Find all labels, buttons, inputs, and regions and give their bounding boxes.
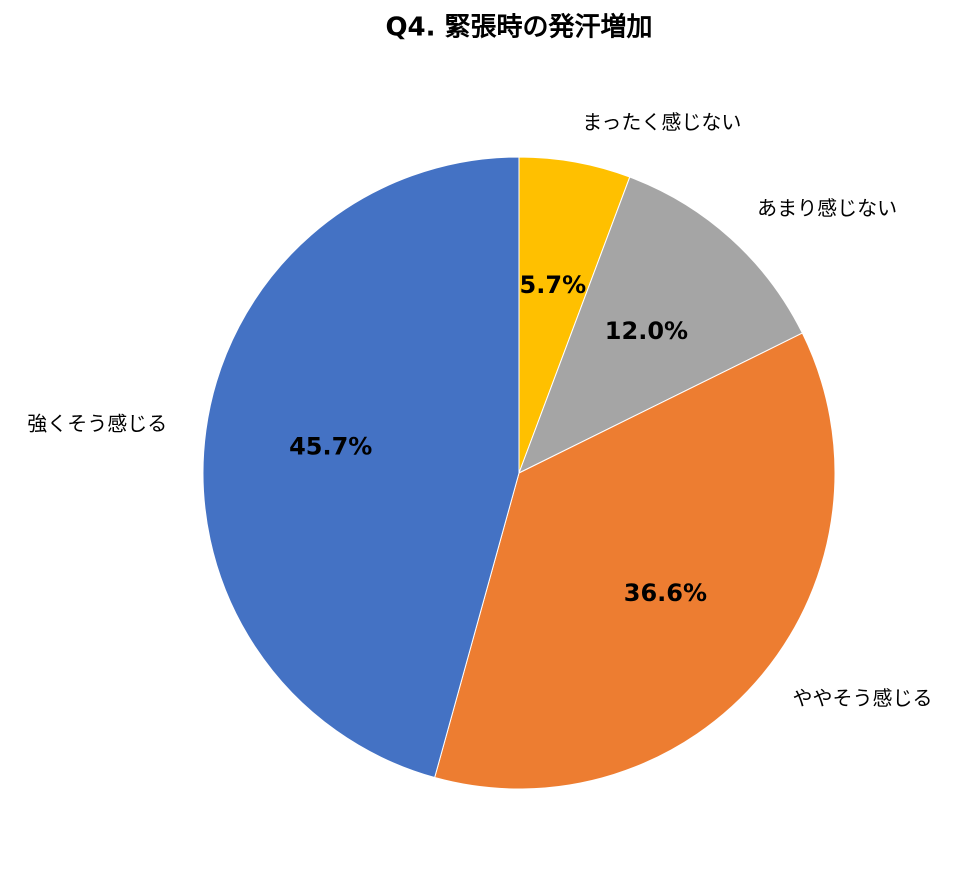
value-label: 45.7% — [289, 432, 372, 460]
pie-slice — [518, 176, 804, 475]
value-label: 36.6% — [624, 579, 707, 607]
pie-slice — [202, 156, 520, 779]
value-label: 5.7% — [520, 271, 587, 299]
category-label: まったく感じない — [582, 110, 741, 134]
category-label: ややそう感じる — [793, 686, 933, 710]
category-label: 強くそう感じる — [27, 412, 167, 436]
chart-title: Q4. 緊張時の発汗増加 — [385, 13, 652, 43]
pie-slice — [434, 332, 836, 790]
value-label: 12.0% — [605, 317, 688, 345]
category-label: あまり感じない — [757, 196, 897, 220]
